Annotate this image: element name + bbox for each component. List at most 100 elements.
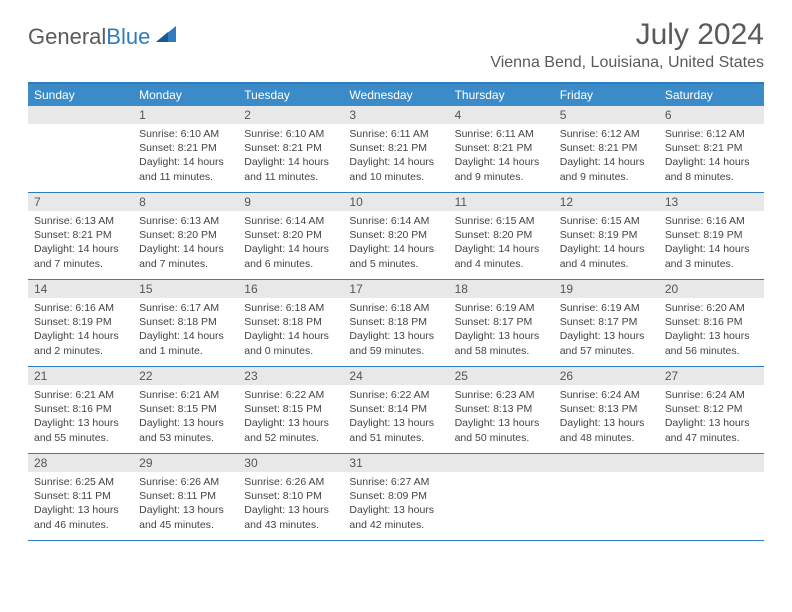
day-cell: 9Sunrise: 6:14 AMSunset: 8:20 PMDaylight… xyxy=(238,193,343,279)
day-cell: 23Sunrise: 6:22 AMSunset: 8:15 PMDayligh… xyxy=(238,367,343,453)
day-cell: 10Sunrise: 6:14 AMSunset: 8:20 PMDayligh… xyxy=(343,193,448,279)
day-cell: 4Sunrise: 6:11 AMSunset: 8:21 PMDaylight… xyxy=(449,106,554,192)
day-details: Sunrise: 6:10 AMSunset: 8:21 PMDaylight:… xyxy=(133,124,238,188)
day-number: 17 xyxy=(343,280,448,298)
calendar: SundayMondayTuesdayWednesdayThursdayFrid… xyxy=(28,82,764,541)
day-details: Sunrise: 6:23 AMSunset: 8:13 PMDaylight:… xyxy=(449,385,554,449)
day-cell: 21Sunrise: 6:21 AMSunset: 8:16 PMDayligh… xyxy=(28,367,133,453)
day-cell: 2Sunrise: 6:10 AMSunset: 8:21 PMDaylight… xyxy=(238,106,343,192)
month-title: July 2024 xyxy=(490,18,764,52)
header: GeneralBlue July 2024 Vienna Bend, Louis… xyxy=(28,18,764,72)
day-number xyxy=(28,106,133,124)
day-number: 24 xyxy=(343,367,448,385)
day-number: 20 xyxy=(659,280,764,298)
day-details: Sunrise: 6:26 AMSunset: 8:11 PMDaylight:… xyxy=(133,472,238,536)
day-number: 12 xyxy=(554,193,659,211)
day-cell xyxy=(28,106,133,192)
day-number: 10 xyxy=(343,193,448,211)
day-number xyxy=(659,454,764,472)
day-number: 16 xyxy=(238,280,343,298)
day-details: Sunrise: 6:10 AMSunset: 8:21 PMDaylight:… xyxy=(238,124,343,188)
day-cell: 22Sunrise: 6:21 AMSunset: 8:15 PMDayligh… xyxy=(133,367,238,453)
weekday-header: Wednesday xyxy=(343,84,448,106)
logo: GeneralBlue xyxy=(28,18,178,50)
day-details: Sunrise: 6:25 AMSunset: 8:11 PMDaylight:… xyxy=(28,472,133,536)
day-number: 31 xyxy=(343,454,448,472)
day-details: Sunrise: 6:24 AMSunset: 8:12 PMDaylight:… xyxy=(659,385,764,449)
day-number: 14 xyxy=(28,280,133,298)
day-number: 26 xyxy=(554,367,659,385)
day-cell: 20Sunrise: 6:20 AMSunset: 8:16 PMDayligh… xyxy=(659,280,764,366)
day-number: 8 xyxy=(133,193,238,211)
day-number: 13 xyxy=(659,193,764,211)
day-details: Sunrise: 6:21 AMSunset: 8:16 PMDaylight:… xyxy=(28,385,133,449)
day-number xyxy=(449,454,554,472)
day-number: 23 xyxy=(238,367,343,385)
week-row: 14Sunrise: 6:16 AMSunset: 8:19 PMDayligh… xyxy=(28,280,764,367)
week-row: 7Sunrise: 6:13 AMSunset: 8:21 PMDaylight… xyxy=(28,193,764,280)
location: Vienna Bend, Louisiana, United States xyxy=(490,54,764,72)
day-cell: 18Sunrise: 6:19 AMSunset: 8:17 PMDayligh… xyxy=(449,280,554,366)
day-number: 25 xyxy=(449,367,554,385)
title-block: July 2024 Vienna Bend, Louisiana, United… xyxy=(490,18,764,72)
day-number: 4 xyxy=(449,106,554,124)
weekday-header: Monday xyxy=(133,84,238,106)
day-number: 7 xyxy=(28,193,133,211)
day-number: 29 xyxy=(133,454,238,472)
day-cell: 5Sunrise: 6:12 AMSunset: 8:21 PMDaylight… xyxy=(554,106,659,192)
day-number: 2 xyxy=(238,106,343,124)
day-number: 28 xyxy=(28,454,133,472)
day-number: 19 xyxy=(554,280,659,298)
day-number: 3 xyxy=(343,106,448,124)
day-details: Sunrise: 6:21 AMSunset: 8:15 PMDaylight:… xyxy=(133,385,238,449)
week-row: 28Sunrise: 6:25 AMSunset: 8:11 PMDayligh… xyxy=(28,454,764,541)
day-details: Sunrise: 6:22 AMSunset: 8:14 PMDaylight:… xyxy=(343,385,448,449)
day-cell: 7Sunrise: 6:13 AMSunset: 8:21 PMDaylight… xyxy=(28,193,133,279)
weekday-header: Friday xyxy=(554,84,659,106)
day-details: Sunrise: 6:14 AMSunset: 8:20 PMDaylight:… xyxy=(238,211,343,275)
day-number: 27 xyxy=(659,367,764,385)
day-number: 21 xyxy=(28,367,133,385)
day-details: Sunrise: 6:22 AMSunset: 8:15 PMDaylight:… xyxy=(238,385,343,449)
day-details: Sunrise: 6:18 AMSunset: 8:18 PMDaylight:… xyxy=(238,298,343,362)
day-cell xyxy=(659,454,764,540)
day-cell: 26Sunrise: 6:24 AMSunset: 8:13 PMDayligh… xyxy=(554,367,659,453)
week-row: 21Sunrise: 6:21 AMSunset: 8:16 PMDayligh… xyxy=(28,367,764,454)
weekday-row: SundayMondayTuesdayWednesdayThursdayFrid… xyxy=(28,84,764,106)
day-cell: 31Sunrise: 6:27 AMSunset: 8:09 PMDayligh… xyxy=(343,454,448,540)
day-cell: 15Sunrise: 6:17 AMSunset: 8:18 PMDayligh… xyxy=(133,280,238,366)
day-cell: 16Sunrise: 6:18 AMSunset: 8:18 PMDayligh… xyxy=(238,280,343,366)
day-details: Sunrise: 6:12 AMSunset: 8:21 PMDaylight:… xyxy=(659,124,764,188)
day-details: Sunrise: 6:17 AMSunset: 8:18 PMDaylight:… xyxy=(133,298,238,362)
day-cell: 17Sunrise: 6:18 AMSunset: 8:18 PMDayligh… xyxy=(343,280,448,366)
day-cell: 29Sunrise: 6:26 AMSunset: 8:11 PMDayligh… xyxy=(133,454,238,540)
day-details: Sunrise: 6:11 AMSunset: 8:21 PMDaylight:… xyxy=(343,124,448,188)
day-number: 9 xyxy=(238,193,343,211)
day-details: Sunrise: 6:15 AMSunset: 8:20 PMDaylight:… xyxy=(449,211,554,275)
day-number: 5 xyxy=(554,106,659,124)
day-cell: 27Sunrise: 6:24 AMSunset: 8:12 PMDayligh… xyxy=(659,367,764,453)
day-number xyxy=(554,454,659,472)
day-cell: 24Sunrise: 6:22 AMSunset: 8:14 PMDayligh… xyxy=(343,367,448,453)
day-details: Sunrise: 6:14 AMSunset: 8:20 PMDaylight:… xyxy=(343,211,448,275)
day-cell: 25Sunrise: 6:23 AMSunset: 8:13 PMDayligh… xyxy=(449,367,554,453)
day-cell: 3Sunrise: 6:11 AMSunset: 8:21 PMDaylight… xyxy=(343,106,448,192)
day-number: 11 xyxy=(449,193,554,211)
weekday-header: Thursday xyxy=(449,84,554,106)
day-details: Sunrise: 6:16 AMSunset: 8:19 PMDaylight:… xyxy=(28,298,133,362)
day-number: 18 xyxy=(449,280,554,298)
day-details: Sunrise: 6:27 AMSunset: 8:09 PMDaylight:… xyxy=(343,472,448,536)
day-cell xyxy=(449,454,554,540)
day-details: Sunrise: 6:24 AMSunset: 8:13 PMDaylight:… xyxy=(554,385,659,449)
logo-sail-icon xyxy=(154,24,178,50)
day-number: 22 xyxy=(133,367,238,385)
day-cell: 14Sunrise: 6:16 AMSunset: 8:19 PMDayligh… xyxy=(28,280,133,366)
day-details: Sunrise: 6:15 AMSunset: 8:19 PMDaylight:… xyxy=(554,211,659,275)
week-row: 1Sunrise: 6:10 AMSunset: 8:21 PMDaylight… xyxy=(28,106,764,193)
day-details: Sunrise: 6:19 AMSunset: 8:17 PMDaylight:… xyxy=(554,298,659,362)
weekday-header: Saturday xyxy=(659,84,764,106)
day-details: Sunrise: 6:18 AMSunset: 8:18 PMDaylight:… xyxy=(343,298,448,362)
day-cell: 28Sunrise: 6:25 AMSunset: 8:11 PMDayligh… xyxy=(28,454,133,540)
day-number: 15 xyxy=(133,280,238,298)
day-cell: 11Sunrise: 6:15 AMSunset: 8:20 PMDayligh… xyxy=(449,193,554,279)
